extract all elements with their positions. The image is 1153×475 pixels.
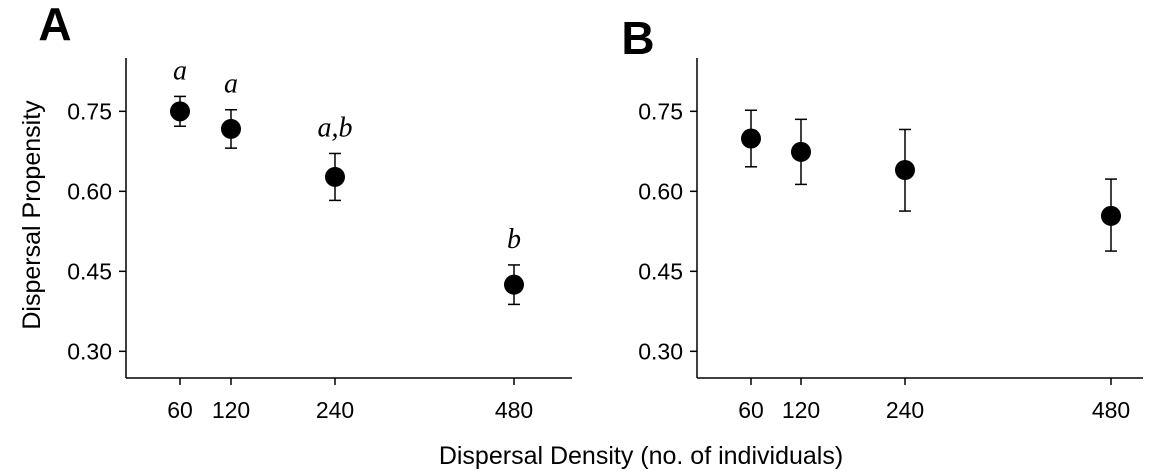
- y-tick-label: 0.30: [67, 338, 112, 364]
- x-tick-label: 480: [1092, 397, 1130, 423]
- significance-annotation: a: [173, 55, 187, 86]
- y-tick-label: 0.75: [638, 98, 683, 124]
- x-tick-label: 480: [495, 397, 533, 423]
- y-tick-label: 0.60: [638, 178, 683, 204]
- panel-b: B 0.30 0.45 0.60 0.75 60 120 240 480: [621, 12, 1143, 423]
- y-tick-label: 0.60: [67, 178, 112, 204]
- data-point: [325, 166, 345, 187]
- significance-annotation: a: [224, 69, 238, 100]
- data-point: [170, 101, 190, 122]
- y-tick-label: 0.30: [638, 338, 683, 364]
- y-axis-title: Dispersal Propensity: [18, 100, 46, 330]
- significance-annotation: a,b: [318, 112, 353, 143]
- y-tick-label: 0.75: [67, 98, 112, 124]
- panel-label: B: [621, 12, 654, 64]
- y-tick-label: 0.45: [67, 258, 112, 284]
- x-tick-label: 120: [782, 397, 820, 423]
- data-point: [1101, 205, 1121, 226]
- panel-label: A: [38, 0, 71, 50]
- data-point: [895, 160, 915, 180]
- data-point: [791, 141, 811, 162]
- data-point: [504, 274, 524, 295]
- x-axis-title: Dispersal Density (no. of individuals): [439, 442, 843, 470]
- y-tick-label: 0.45: [638, 258, 683, 284]
- x-tick-label: 60: [167, 397, 193, 423]
- x-tick-label: 120: [212, 397, 250, 423]
- significance-annotation: b: [507, 224, 521, 255]
- panel-a: A 0.30 0.45 0.60 0.75 60 120 240 480 a a a,b b: [38, 0, 572, 423]
- x-tick-label: 60: [738, 397, 764, 423]
- data-point: [221, 118, 241, 139]
- x-tick-label: 240: [886, 397, 924, 423]
- x-tick-label: 240: [316, 397, 354, 423]
- data-point: [741, 128, 761, 149]
